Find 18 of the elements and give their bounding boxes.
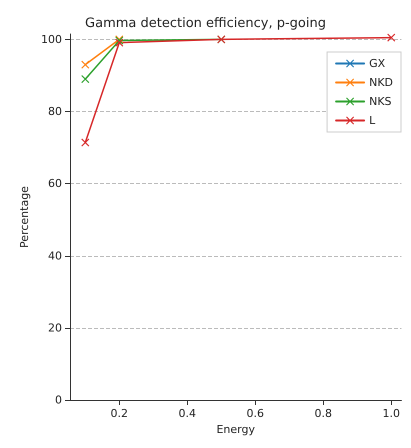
legend-label: L: [369, 114, 376, 127]
x-tick-label: 0.6: [246, 407, 264, 420]
x-tick-label: 0.4: [178, 407, 196, 420]
legend-label: GX: [369, 57, 386, 70]
x-axis-title: Energy: [216, 423, 256, 436]
legend-label: NKD: [369, 76, 394, 89]
legend-label: NKS: [369, 95, 392, 108]
x-tick-label: 1.0: [382, 407, 400, 420]
y-tick-label: 0: [55, 394, 62, 406]
y-tick-label: 60: [48, 177, 62, 190]
y-tick-label: 80: [48, 105, 62, 118]
x-tick-label: 0.8: [314, 407, 332, 420]
x-tick-label: 0.2: [110, 407, 128, 420]
y-axis-title: Percentage: [18, 186, 32, 248]
y-tick-label: 100: [41, 32, 62, 46]
y-tick-label: 20: [48, 321, 62, 334]
chart-title: Gamma detection efficiency, p-going: [85, 16, 326, 31]
y-tick-label: 40: [48, 249, 62, 262]
